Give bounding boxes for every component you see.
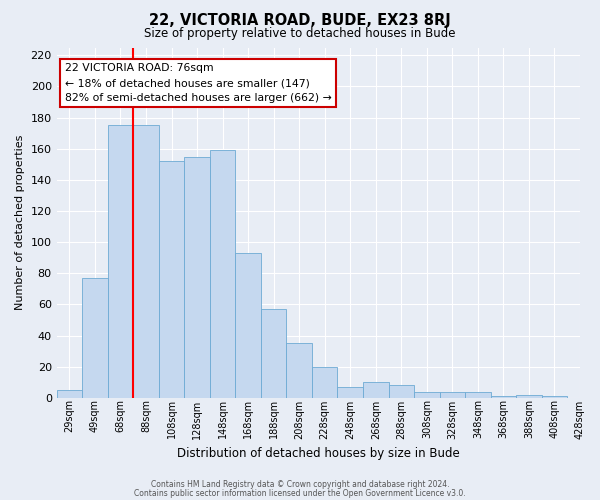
Bar: [261, 309, 286, 398]
Bar: [337, 387, 363, 398]
Bar: [210, 150, 235, 398]
Bar: [542, 396, 567, 398]
Bar: [159, 161, 184, 398]
Bar: [82, 278, 108, 398]
Bar: [516, 395, 542, 398]
Y-axis label: Number of detached properties: Number of detached properties: [15, 135, 25, 310]
Bar: [440, 392, 465, 398]
Bar: [491, 396, 516, 398]
Bar: [286, 344, 312, 398]
Text: 22, VICTORIA ROAD, BUDE, EX23 8RJ: 22, VICTORIA ROAD, BUDE, EX23 8RJ: [149, 12, 451, 28]
Text: Contains public sector information licensed under the Open Government Licence v3: Contains public sector information licen…: [134, 488, 466, 498]
Bar: [414, 392, 440, 398]
X-axis label: Distribution of detached houses by size in Bude: Distribution of detached houses by size …: [177, 447, 460, 460]
Bar: [108, 126, 133, 398]
Text: Size of property relative to detached houses in Bude: Size of property relative to detached ho…: [144, 28, 456, 40]
Bar: [235, 253, 261, 398]
Bar: [133, 126, 159, 398]
Bar: [363, 382, 389, 398]
Bar: [56, 390, 82, 398]
Text: 22 VICTORIA ROAD: 76sqm
← 18% of detached houses are smaller (147)
82% of semi-d: 22 VICTORIA ROAD: 76sqm ← 18% of detache…: [65, 64, 331, 103]
Text: Contains HM Land Registry data © Crown copyright and database right 2024.: Contains HM Land Registry data © Crown c…: [151, 480, 449, 489]
Bar: [184, 156, 210, 398]
Bar: [465, 392, 491, 398]
Bar: [389, 386, 414, 398]
Bar: [312, 367, 337, 398]
